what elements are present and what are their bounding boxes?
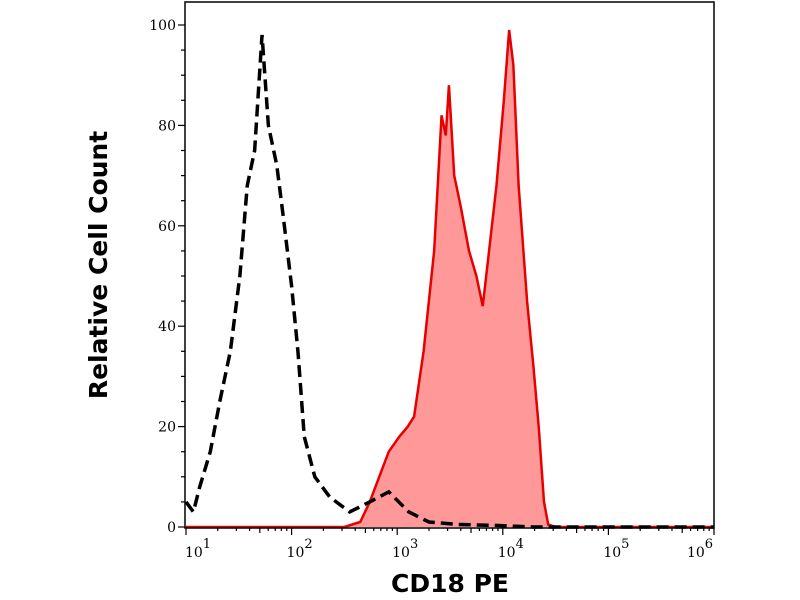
x-tick-base: 10: [687, 545, 705, 561]
x-tick-base: 10: [287, 545, 305, 561]
x-axis-label: CD18 PE: [391, 569, 509, 598]
x-tick-label: 104: [498, 537, 524, 561]
y-tick-label: 60: [158, 219, 176, 235]
x-tick-exponent: 4: [516, 537, 524, 552]
series-fill-0: [186, 30, 714, 527]
x-tick-label: 106: [687, 537, 713, 561]
plot-frame: [184, 1, 715, 529]
y-tick-label: 40: [158, 319, 176, 335]
series-line-isotype-control: [184, 34, 714, 529]
x-tick-label: 105: [603, 537, 629, 561]
x-tick-exponent: 5: [621, 537, 629, 552]
y-axis-label: Relative Cell Count: [84, 131, 113, 399]
x-tick-exponent: 6: [705, 537, 713, 552]
x-tick-exponent: 2: [304, 537, 312, 552]
x-tick-label: 102: [287, 537, 313, 561]
x-tick-base: 10: [498, 545, 516, 561]
x-tick-base: 10: [185, 545, 203, 561]
x-tick-base: 10: [392, 545, 410, 561]
x-tick-exponent: 3: [410, 537, 418, 552]
x-tick-exponent: 1: [203, 537, 211, 552]
y-tick-label: 20: [158, 420, 176, 436]
y-tick-label: 100: [149, 18, 176, 34]
x-tick-label: 103: [392, 537, 418, 561]
y-tick-label: 0: [167, 520, 176, 536]
x-tick-label: 101: [185, 537, 211, 561]
y-tick-label: 80: [158, 118, 176, 134]
x-tick-base: 10: [603, 545, 621, 561]
series-line-cd18-pe: [186, 29, 714, 529]
